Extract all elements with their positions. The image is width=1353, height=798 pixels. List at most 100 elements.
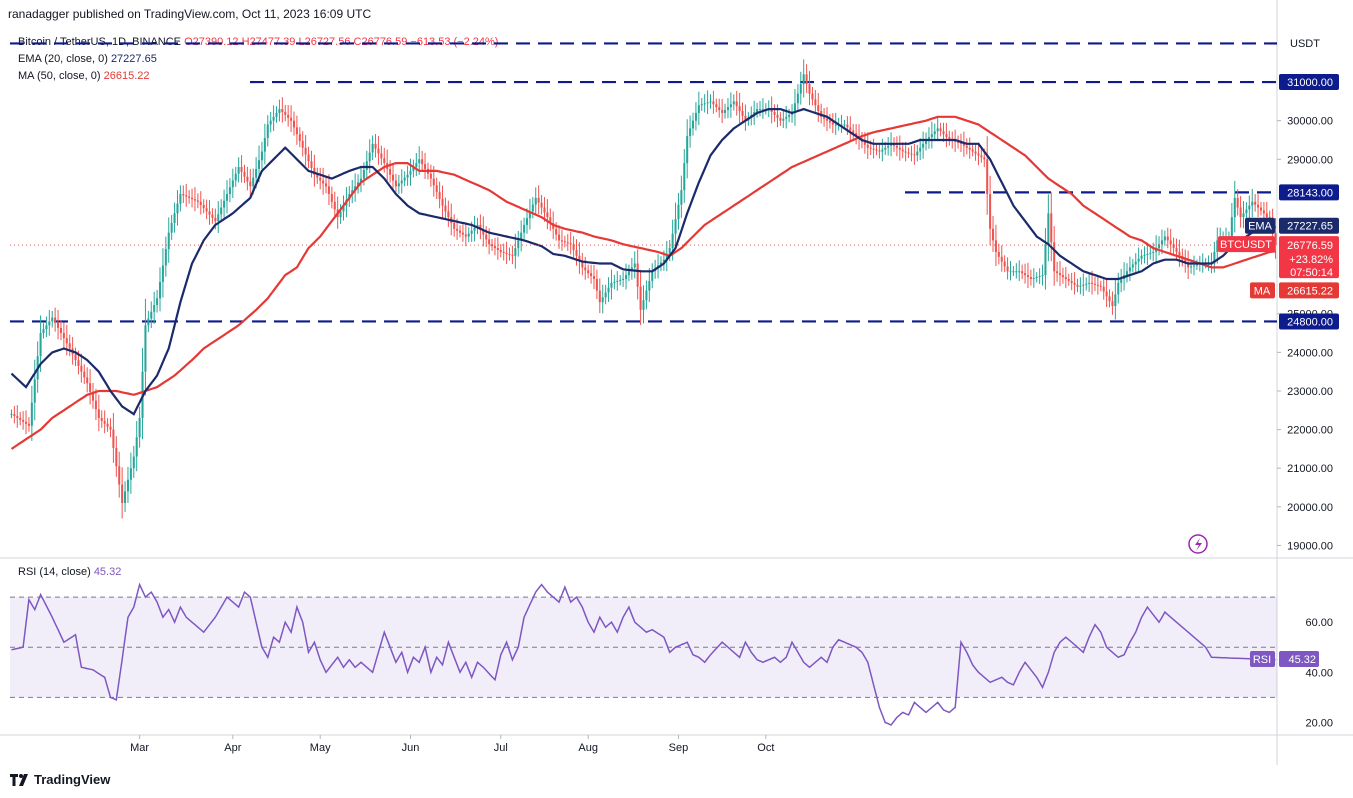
candle-body (750, 114, 753, 118)
candle-body (421, 159, 424, 165)
candle-body (491, 244, 494, 247)
candle-body (479, 224, 482, 230)
candle-body (182, 194, 185, 196)
level-tag-label: 24800.00 (1287, 316, 1333, 328)
candle-body (543, 207, 546, 213)
candle-body (51, 317, 54, 322)
candle-body (223, 200, 226, 208)
candle-body (19, 417, 22, 420)
candle-body (1067, 278, 1070, 281)
candle-body (1146, 253, 1149, 255)
candle-body (48, 321, 51, 326)
candle-body (188, 196, 191, 198)
candle-body (525, 218, 529, 225)
candle-body (191, 197, 194, 200)
candle-body (919, 147, 922, 152)
candle-body (939, 128, 942, 132)
candle-body (80, 365, 83, 372)
candle-body (1024, 273, 1027, 276)
candle-body (820, 111, 823, 117)
candle-body (799, 83, 802, 94)
candle-body (234, 173, 237, 181)
candle-body (482, 229, 485, 235)
rsi-line (11, 582, 1276, 726)
candle-body (721, 110, 724, 113)
candle-body (426, 168, 429, 174)
candle-body (627, 271, 630, 276)
candle-body (71, 348, 74, 355)
candle-body (138, 417, 141, 438)
candle-body (578, 255, 581, 262)
candle-body (633, 263, 636, 268)
ma-name-tag (1250, 282, 1275, 299)
candle-body (25, 421, 28, 424)
price-tick-label: 23000.00 (1287, 386, 1333, 398)
candle-body (10, 414, 13, 416)
ema-price-tag-label: 27227.65 (1287, 221, 1333, 233)
candle-body (630, 267, 633, 272)
price-tick-label: 30000.00 (1287, 116, 1333, 128)
candle-body (389, 168, 392, 175)
candle-body (764, 109, 767, 111)
candle-body (158, 281, 162, 299)
candle-body (782, 118, 785, 121)
candle-body (884, 147, 887, 150)
candle-body (866, 144, 869, 148)
candle-body (601, 297, 604, 303)
candle-body (179, 194, 182, 204)
candle-body (249, 181, 252, 187)
candle-body (1204, 263, 1207, 265)
rsi-label: RSI (14, close) (18, 566, 91, 578)
candle-body (1006, 266, 1009, 272)
candle-body (141, 371, 144, 418)
candle-body (651, 271, 654, 281)
candle-body (560, 240, 563, 242)
candle-body (1131, 264, 1134, 268)
time-tick-label: Jul (494, 742, 508, 754)
rsi-value-tag (1279, 650, 1319, 667)
candle-body (461, 232, 464, 235)
candle-body (412, 167, 415, 171)
candle-body (237, 167, 240, 174)
candle-body (292, 120, 296, 128)
candle-body (965, 145, 968, 148)
candle-body (1227, 236, 1230, 238)
candle-body (1088, 282, 1091, 284)
candle-body (735, 101, 738, 107)
candle-body (1242, 213, 1245, 218)
candle-body (683, 163, 686, 191)
candle-body (604, 292, 607, 298)
level-tag-label: 31000.00 (1287, 77, 1333, 89)
candle-body (619, 279, 622, 281)
candle-body (225, 194, 229, 201)
candle-body (488, 239, 491, 245)
candle-body (1009, 271, 1012, 273)
candle-body (706, 102, 709, 104)
candle-body (636, 263, 639, 287)
candle-body (671, 233, 674, 249)
candle-body (927, 137, 930, 140)
tradingview-logo-icon (10, 773, 30, 786)
candle-body (1233, 197, 1236, 218)
candle-body (712, 101, 715, 105)
candle-body (665, 253, 668, 260)
candle-body (622, 278, 625, 280)
candle-body (1195, 264, 1198, 266)
candle-body (523, 224, 526, 233)
candle-body (811, 93, 814, 100)
candle-body (1198, 263, 1201, 265)
ema-price-tag (1279, 217, 1339, 234)
candle-body (441, 198, 444, 206)
symbol-legend: Bitcoin / TetherUS, 1D, BINANCE O27390.1… (18, 36, 498, 48)
candle-body (397, 183, 400, 187)
countdown-label: 07:50:14 (1290, 267, 1333, 279)
candle-body (103, 420, 106, 424)
candle-body (284, 111, 287, 115)
candle-body (726, 107, 729, 111)
candle-body (1187, 263, 1190, 268)
candle-body (1172, 244, 1175, 249)
candle-body (496, 248, 499, 251)
candle-body (336, 209, 339, 218)
candle-body (205, 208, 208, 212)
